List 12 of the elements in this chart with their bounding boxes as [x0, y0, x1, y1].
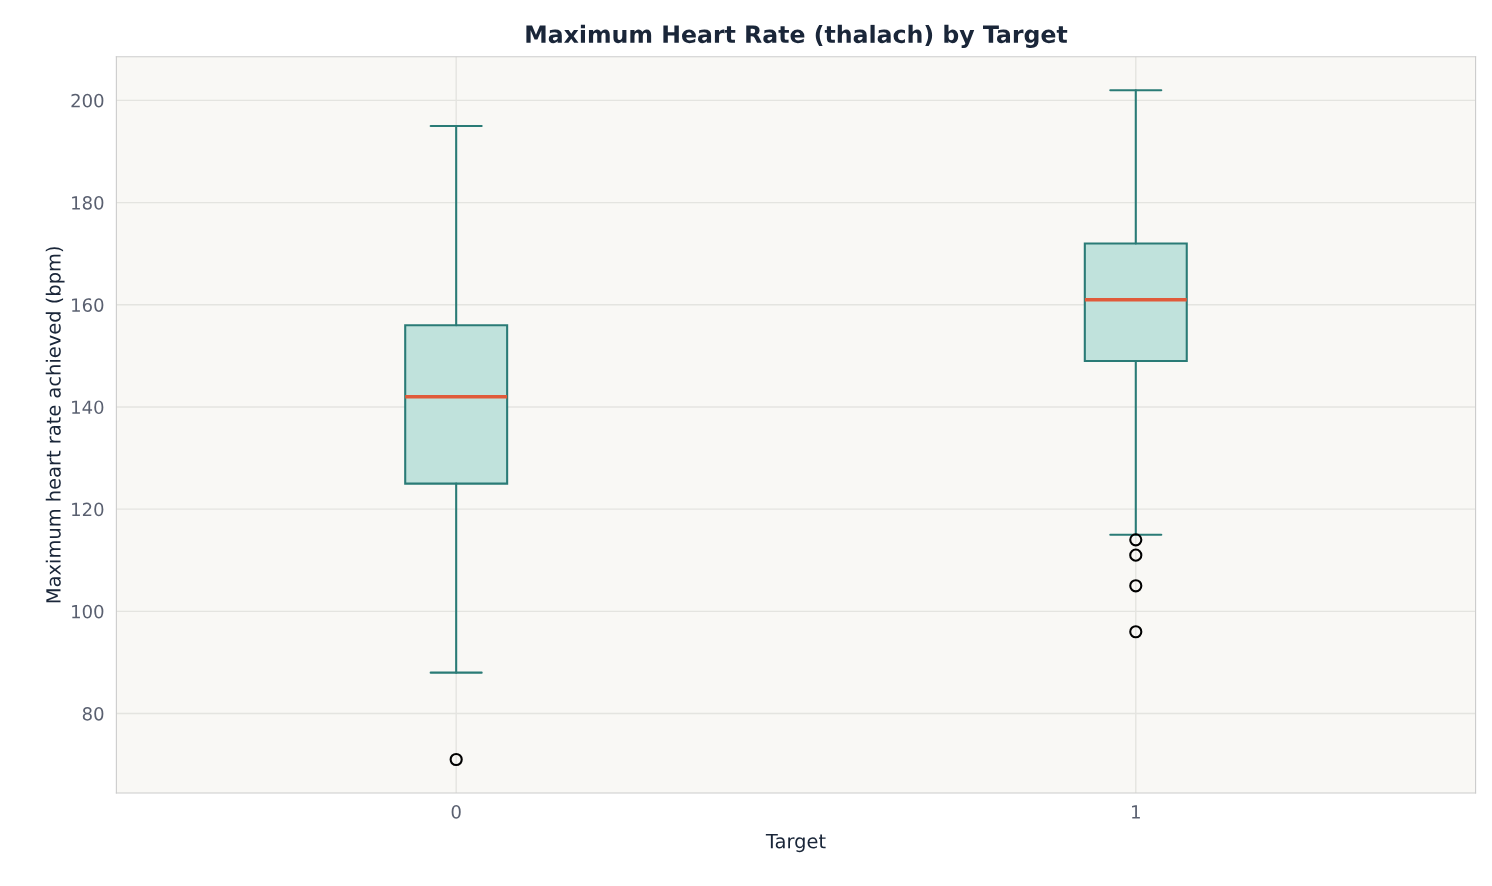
x-axis-title: Target [765, 833, 826, 853]
y-axis-title: Maximum heart rate achieved (bpm) [45, 247, 65, 603]
y-tick-label: 160 [72, 298, 104, 312]
chart-title: Maximum Heart Rate (thalach) by Target [526, 24, 1068, 48]
x-tick-label: 0 [451, 805, 461, 819]
y-tick-label: 80 [82, 706, 104, 721]
y-tick-label: 180 [72, 196, 104, 210]
y-tick-label: 200 [71, 93, 104, 108]
x-tick-label: 1 [1132, 805, 1140, 819]
y-tick-label: 120 [72, 502, 104, 517]
y-tick-label: 140 [72, 400, 104, 415]
y-tick-label: 100 [72, 604, 104, 619]
